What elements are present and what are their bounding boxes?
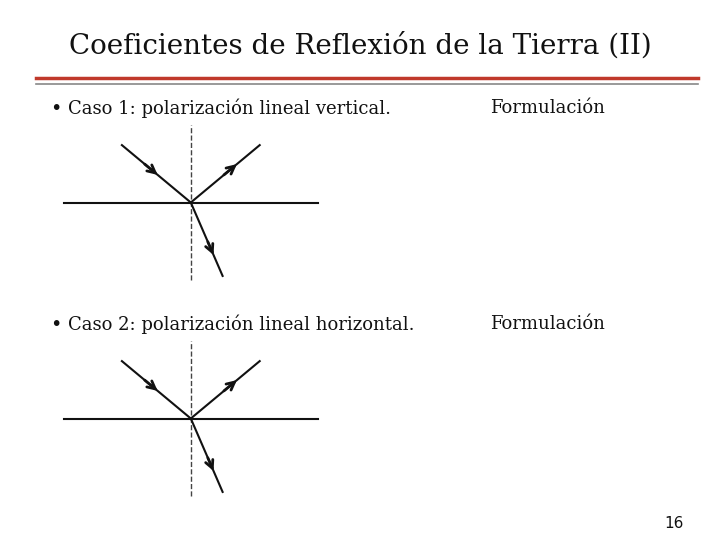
Text: Formulación: Formulación (490, 315, 605, 333)
Text: Formulación: Formulación (490, 99, 605, 117)
Text: Caso 1: polarización lineal vertical.: Caso 1: polarización lineal vertical. (68, 98, 392, 118)
Text: •: • (50, 98, 62, 118)
Text: Caso 2: polarización lineal horizontal.: Caso 2: polarización lineal horizontal. (68, 314, 415, 334)
Text: Coeficientes de Reflexión de la Tierra (II): Coeficientes de Reflexión de la Tierra (… (68, 32, 652, 59)
Text: •: • (50, 314, 62, 334)
Text: 16: 16 (665, 516, 684, 531)
